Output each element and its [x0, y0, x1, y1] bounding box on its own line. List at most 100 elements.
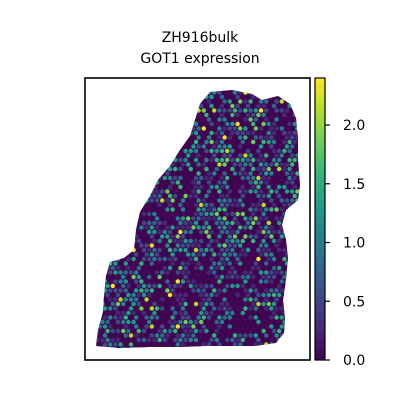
expression-spot	[227, 162, 232, 167]
expression-spot	[209, 184, 214, 190]
expression-spot	[113, 306, 118, 311]
expression-spot	[258, 297, 264, 302]
expression-spot	[201, 162, 206, 167]
expression-spot	[154, 315, 160, 320]
expression-spot	[175, 306, 180, 311]
expression-spot	[287, 148, 292, 154]
expression-spot	[196, 216, 201, 221]
expression-spot	[196, 288, 201, 293]
expression-spot	[225, 175, 230, 181]
expression-spot	[201, 189, 206, 194]
expression-spot	[123, 315, 128, 320]
expression-spot	[204, 193, 209, 199]
expression-spot	[217, 189, 222, 194]
expression-spot	[248, 333, 253, 338]
expression-spot	[232, 117, 238, 122]
expression-spot	[209, 112, 214, 118]
expression-spot	[193, 328, 199, 334]
expression-spot	[279, 216, 284, 221]
expression-spot	[175, 189, 180, 194]
expression-spot	[243, 198, 248, 203]
expression-spot	[240, 148, 245, 154]
expression-spot	[134, 261, 139, 266]
expression-spot	[238, 279, 243, 284]
expression-spot	[175, 225, 180, 230]
expression-spot	[225, 211, 230, 217]
expression-spot	[126, 301, 131, 307]
expression-spot	[274, 333, 279, 338]
expression-spot	[199, 301, 204, 307]
expression-spot	[186, 153, 191, 158]
expression-spot	[126, 310, 131, 316]
expression-spot	[173, 193, 178, 199]
expression-spot	[126, 274, 131, 280]
expression-spot	[170, 243, 175, 248]
expression-spot	[183, 175, 188, 181]
expression-spot	[245, 319, 251, 325]
expression-spot	[235, 220, 240, 226]
expression-spot	[243, 135, 248, 140]
expression-spot	[240, 121, 245, 127]
expression-spot	[258, 333, 264, 338]
expression-spot	[279, 243, 284, 248]
expression-spot	[167, 274, 173, 280]
expression-spot	[214, 148, 219, 154]
expression-spot	[199, 337, 204, 343]
expression-spot	[123, 270, 128, 275]
expression-spot	[271, 175, 277, 181]
expression-spot	[225, 157, 230, 163]
expression-spot	[266, 292, 271, 298]
expression-spot	[212, 306, 217, 311]
expression-spot	[217, 108, 222, 113]
expression-spot	[232, 189, 238, 194]
expression-spot	[110, 301, 116, 307]
expression-spot	[196, 252, 201, 257]
expression-spot	[243, 207, 248, 212]
expression-spot	[238, 297, 243, 302]
expression-spot	[186, 234, 191, 239]
expression-spot	[240, 103, 245, 109]
expression-spot	[191, 261, 196, 266]
expression-spot	[108, 333, 113, 338]
expression-spot	[173, 166, 178, 172]
expression-spot	[266, 283, 271, 289]
expression-spot	[118, 315, 123, 320]
expression-spot	[115, 301, 121, 307]
expression-spot	[212, 261, 217, 266]
expression-spot	[240, 319, 245, 325]
expression-spot	[128, 252, 134, 257]
expression-spot	[123, 306, 128, 311]
colorbar-tick-label: 1.0	[343, 236, 365, 252]
expression-spot	[170, 252, 175, 257]
expression-spot	[141, 220, 147, 226]
expression-spot	[121, 310, 126, 316]
expression-spot	[222, 90, 227, 95]
expression-spot	[235, 247, 240, 253]
expression-spot	[284, 198, 290, 203]
chart-title-line-1: ZH916bulk	[162, 30, 239, 46]
expression-spot	[248, 234, 253, 239]
expression-spot	[269, 180, 274, 185]
expression-spot	[235, 193, 240, 199]
expression-spot	[186, 342, 191, 347]
expression-spot	[108, 324, 113, 329]
expression-spot	[238, 306, 243, 311]
expression-spot	[178, 184, 183, 190]
expression-spot	[141, 328, 147, 334]
expression-spot	[102, 297, 108, 302]
expression-spot	[266, 265, 271, 271]
expression-spot	[214, 220, 219, 226]
expression-spot	[162, 229, 167, 235]
expression-spot	[269, 135, 274, 140]
expression-spot	[253, 162, 258, 167]
expression-spot	[274, 279, 279, 284]
expression-spot	[258, 198, 264, 203]
expression-spot	[230, 328, 235, 334]
expression-spot	[227, 234, 232, 239]
expression-spot	[212, 180, 217, 185]
expression-spot	[167, 202, 173, 208]
expression-spot	[261, 229, 266, 235]
expression-spot	[199, 265, 204, 271]
expression-spot	[209, 319, 214, 325]
expression-spot	[253, 333, 258, 338]
